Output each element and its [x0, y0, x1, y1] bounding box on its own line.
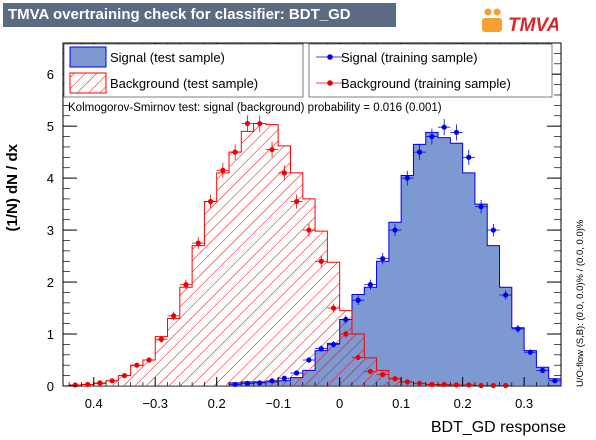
signal-training-point: [524, 349, 537, 356]
histogram-layer: [68, 123, 561, 386]
x-tick-label: 0.2: [208, 396, 226, 411]
points-layer: [69, 115, 561, 389]
x-tick-label: 0: [336, 396, 343, 411]
legend-swatch-background-test: [69, 72, 107, 94]
signal-training-point: [327, 341, 340, 348]
x-tick-label: −0.1: [265, 396, 291, 411]
signal-training-point: [401, 170, 414, 186]
background-training-point: [253, 115, 266, 132]
signal-training-point: [278, 375, 291, 381]
x-tick-label: 0.3: [515, 396, 533, 411]
background-training-point: [241, 115, 254, 132]
background-training-point: [204, 194, 217, 209]
signal-training-point: [511, 325, 525, 333]
background-training-point: [229, 144, 242, 160]
signal-training-point: [536, 367, 549, 374]
signal-training-point: [229, 381, 242, 388]
background-training-point: [474, 382, 488, 389]
signal-training-point: [265, 378, 279, 384]
y-tick-label: 3: [47, 223, 54, 238]
legend-label-background-training: Background (training sample): [341, 76, 511, 91]
background-training-point: [93, 380, 107, 386]
signal-training-point: [253, 380, 266, 386]
overflow-side-label: U/O-flow (S,B): (0.0, 0.0)% / (0.0, 0.0)…: [575, 219, 586, 387]
x-tick-label: 0.2: [454, 396, 472, 411]
x-tick-label: 0.4: [85, 396, 103, 411]
background-training-point: [388, 376, 402, 382]
background-training-point: [302, 223, 316, 237]
signal-training-point: [438, 119, 451, 136]
signal-test-histogram: [69, 131, 561, 386]
background-training-point: [315, 255, 328, 267]
background-training-point: [81, 381, 94, 388]
y-axis-label: (1/N) dN / dx: [4, 143, 21, 231]
y-tick-label: 6: [47, 67, 54, 82]
background-training-point: [179, 279, 193, 290]
signal-training-point: [339, 315, 352, 324]
background-training-point: [192, 237, 205, 250]
signal-training-point: [376, 252, 389, 265]
background-training-point: [487, 382, 500, 389]
background-training-point: [401, 379, 414, 385]
background-training-point: [499, 382, 512, 389]
x-tick-label: 0.1: [392, 396, 410, 411]
tmva-logo: TMVA: [482, 8, 558, 36]
signal-training-point: [241, 380, 254, 387]
logo-dots-icon: [482, 8, 502, 32]
background-training-point: [216, 162, 229, 178]
background-training-point: [69, 382, 82, 388]
background-training-point: [413, 380, 426, 387]
y-tick-label: 5: [47, 119, 54, 134]
y-tick-label: 4: [47, 171, 54, 186]
background-training-point: [130, 362, 143, 368]
axis-layer: 0.4 −0.3 0.2 −0.1 0 0.1 0.2 0.3 0 1 2 3 4 5 6: [47, 43, 561, 411]
background-training-point: [425, 381, 439, 388]
signal-training-point: [474, 199, 488, 214]
logo-text: TMVA: [508, 15, 558, 36]
legend-label-signal-test: Signal (test sample): [110, 50, 225, 65]
background-training-point: [142, 357, 156, 363]
background-training-point: [376, 371, 389, 378]
chart-title: TMVA overtraining check for classifier: …: [3, 3, 396, 27]
background-training-point: [450, 382, 463, 388]
legend-label-signal-training: Signal (training sample): [341, 50, 478, 65]
background-training-point: [351, 354, 365, 361]
background-training-point: [462, 382, 475, 388]
background-training-point: [278, 165, 291, 181]
signal-training-point: [388, 223, 402, 237]
signal-training-point: [450, 124, 463, 141]
legend: Signal (test sample) Background (test sa…: [63, 43, 553, 98]
legend-label-background-test: Background (test sample): [110, 76, 258, 91]
signal-training-point: [462, 149, 475, 165]
x-axis-label: BDT_GD response: [431, 419, 566, 436]
background-training-point: [265, 141, 279, 158]
background-training-point: [118, 373, 131, 379]
x-tick-label: −0.3: [142, 396, 168, 411]
background-training-point: [364, 368, 377, 375]
background-training-point: [290, 194, 303, 209]
y-tick-label: 1: [47, 327, 54, 342]
y-tick-label: 2: [47, 275, 54, 290]
signal-training-point: [315, 345, 328, 352]
background-training-point: [327, 303, 340, 313]
signal-training-point: [499, 290, 512, 300]
background-training-point: [438, 381, 451, 388]
signal-training-point: [487, 223, 500, 237]
signal-training-point: [290, 370, 303, 376]
background-training-point: [106, 378, 119, 384]
y-tick-label: 0: [47, 379, 54, 394]
legend-swatch-signal-test: [69, 46, 107, 68]
signal-training-point: [425, 128, 439, 145]
signal-training-point: [364, 279, 377, 290]
signal-training-point: [548, 378, 561, 384]
signal-training-point: [413, 144, 426, 160]
background-training-point: [339, 330, 352, 338]
signal-training-point: [302, 357, 316, 363]
signal-training-point: [351, 295, 365, 305]
background-training-point: [155, 335, 168, 343]
background-training-point: [167, 311, 180, 321]
ks-test-annotation: Kolmogorov-Smirnov test: signal (backgro…: [68, 102, 442, 114]
